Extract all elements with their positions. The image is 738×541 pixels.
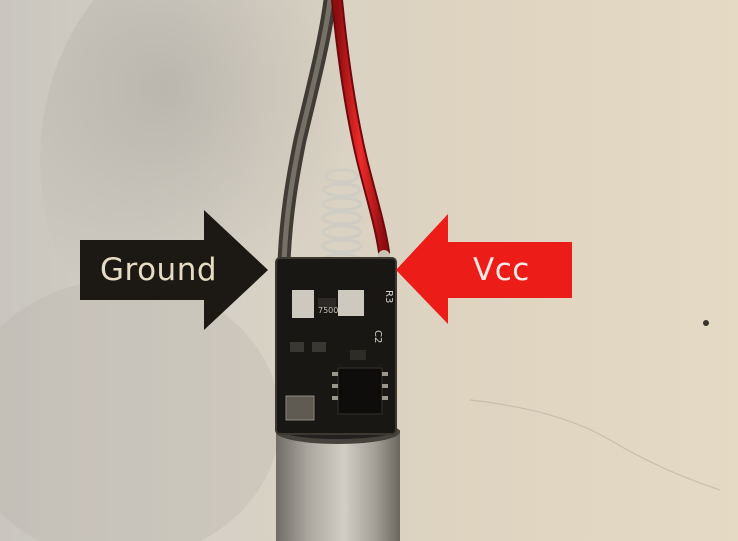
metal-cylinder [276,420,400,541]
r3-marking: R3 [383,290,394,303]
ground-label: Ground [100,252,218,288]
vcc-label: Vcc [473,252,530,288]
c2-marking: C2 [372,330,383,343]
vcc-arrow [396,214,572,324]
wall-crack [469,399,721,491]
ground-arrow [80,210,268,330]
pcb-board [275,257,397,435]
wall-speck [703,320,709,326]
soft-shadow-lower [0,280,280,541]
chip-marking: 7500 [318,306,338,315]
ground-wire [277,0,337,269]
